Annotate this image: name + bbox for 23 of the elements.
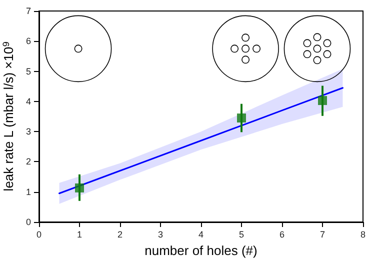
y-tick-label: 1 (26, 186, 31, 197)
y-tick-label: 5 (26, 66, 31, 76)
x-tick-label: 7 (320, 230, 326, 240)
point (318, 96, 327, 106)
x-tick-label: 1 (76, 230, 82, 240)
y-tick-label: 6 (26, 36, 31, 46)
y-tick-label: 2 (26, 156, 31, 167)
line-series (58, 87, 344, 194)
x-tick-label: 3 (158, 230, 164, 240)
y-axis-title: leak rate L (mbar l/s) ×109 (1, 42, 16, 192)
y-tick-label: 0 (26, 217, 31, 227)
x-tick-label: 6 (279, 230, 285, 240)
x-tick-label: 5 (238, 230, 244, 240)
y-tick-label: 3 (26, 126, 31, 137)
point (237, 114, 246, 123)
y-tick-label: 7 (26, 6, 31, 16)
x-tick-label: 8 (360, 230, 366, 240)
y-tick-label: 4 (26, 96, 31, 106)
x-tick-label: 0 (36, 230, 42, 240)
point (75, 183, 84, 192)
x-tick-label: 4 (198, 230, 204, 240)
x-axis-title: number of holes (#) (144, 243, 258, 258)
x-tick-label: 2 (117, 230, 123, 240)
